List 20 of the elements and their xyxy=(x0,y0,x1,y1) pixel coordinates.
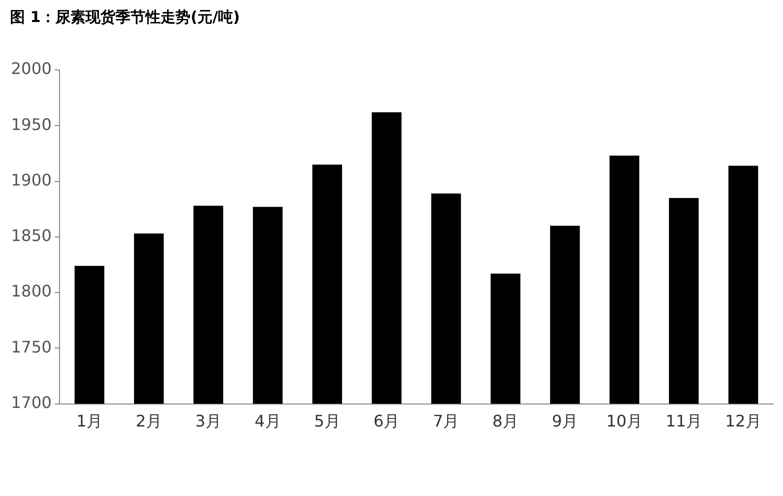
chart-title: 图 1：尿素现货季节性走势(元/吨) xyxy=(10,8,240,27)
y-tick-label: 1700 xyxy=(11,392,52,412)
y-tick-label: 1800 xyxy=(11,282,52,301)
x-tick-label: 2月 xyxy=(136,412,162,431)
x-tick-label: 6月 xyxy=(374,412,400,431)
x-tick-label: 10月 xyxy=(606,412,643,431)
y-tick-label: 1750 xyxy=(11,337,52,356)
y-tick-label: 1950 xyxy=(11,114,52,134)
x-tick-label: 12月 xyxy=(725,412,762,431)
x-tick-label: 11月 xyxy=(666,412,702,431)
x-tick-label: 8月 xyxy=(492,412,519,431)
y-tick-label: 1850 xyxy=(11,226,52,246)
x-tick-label: 5月 xyxy=(314,412,340,431)
x-tick-label: 4月 xyxy=(254,412,281,431)
x-tick-label: 7月 xyxy=(432,412,460,431)
x-tick-label: 9月 xyxy=(552,412,578,431)
x-tick-label: 1月 xyxy=(76,412,103,431)
y-tick-label: 1900 xyxy=(11,170,52,190)
x-tick-label: 3月 xyxy=(195,412,222,431)
y-tick-label: 2000 xyxy=(11,59,52,78)
